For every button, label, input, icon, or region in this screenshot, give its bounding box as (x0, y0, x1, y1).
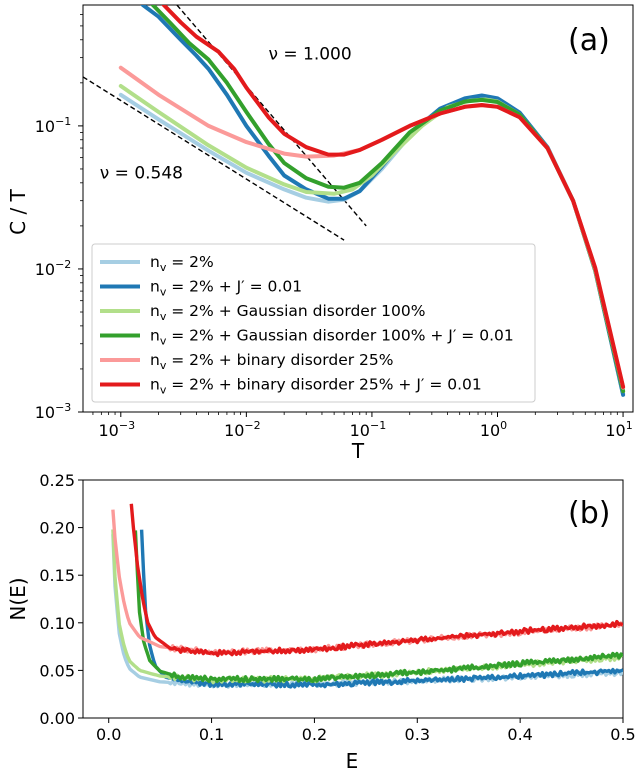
panel-a-x-tick-label: 10−3 (99, 419, 136, 440)
panel-a-label: (a) (568, 23, 610, 58)
panel-b-x-tick-label: 0.0 (96, 725, 121, 744)
nu-annotation-2: ν = 0.548 (100, 163, 183, 183)
panel-a-series (118, 5, 626, 397)
panel-b-series-line-6 (129, 503, 623, 658)
panel-a-annotations: ν = 1.000 ν = 0.548 (100, 45, 352, 184)
panel-a-x-tick-label: 10−1 (350, 419, 387, 440)
panel-a-x-tick-label: 10−2 (224, 419, 261, 440)
panel-b-y-tick-label: 0.25 (39, 471, 75, 490)
panel-a-y-ticks: 10−3 10−2 10−1 (35, 14, 83, 422)
panel-b-x-tick-label: 0.5 (610, 725, 635, 744)
legend-label: nv = 2% + Gaussian disorder 100% (150, 302, 425, 323)
panel-b-label: (b) (568, 496, 610, 531)
legend-label: nv = 2% + Gaussian disorder 100% + J′ = … (150, 327, 514, 348)
panel-a-y-tick-label: 10−1 (35, 115, 72, 136)
legend: nv = 2% nv = 2% + J′ = 0.01 nv = 2% + Gaus… (91, 243, 536, 403)
legend-label: nv = 2% + binary disorder 25% (150, 351, 394, 372)
legend-box (91, 243, 536, 403)
legend-label: nv = 2% + J′ = 0.01 (150, 278, 302, 299)
panel-b-x-label: E (346, 749, 359, 773)
guide-line-2 (83, 76, 345, 241)
panel-b-x-tick-label: 0.1 (199, 725, 224, 744)
panel-a-y-tick-label: 10−2 (35, 258, 72, 279)
panel-b-y-label: N(E) (6, 577, 30, 620)
panel-a-x-label: T (351, 439, 365, 463)
panel-a: 10−3 10−2 10−1 100 101 10−3 10−2 10−1 ν = 1.00… (6, 4, 634, 463)
panel-b-y-tick-label: 0.20 (39, 519, 75, 538)
panel-b-x-tick-label: 0.3 (405, 725, 430, 744)
panel-a-x-tick-label: 101 (605, 419, 632, 440)
panel-b-x-tick-label: 0.4 (507, 725, 532, 744)
panel-b-y-tick-label: 0.15 (39, 566, 75, 585)
panel-a-x-tick-label: 100 (480, 419, 507, 440)
panel-a-x-ticks: 10−3 10−2 10−1 100 101 (92, 412, 633, 440)
panel-b-series-line-4 (133, 530, 623, 684)
nu-annotation-1: ν = 1.000 (268, 45, 351, 65)
panel-b-y-ticks: 0.00 0.05 0.10 0.15 0.20 0.25 (39, 471, 83, 728)
panel-b-y-tick-label: 0.10 (39, 614, 75, 633)
legend-label: nv = 2% (150, 253, 214, 274)
panel-a-y-label: C / T (6, 188, 30, 234)
panel-b-x-tick-label: 0.2 (302, 725, 327, 744)
panel-b-y-tick-label: 0.05 (39, 661, 75, 680)
panel-b-x-ticks: 0.0 0.1 0.2 0.3 0.4 0.5 (96, 718, 636, 744)
panel-b-series-line-2 (139, 529, 623, 689)
legend-label: nv = 2% + binary disorder 25% + J′ = 0.0… (150, 376, 482, 397)
panel-a-series-line-6 (161, 5, 626, 389)
panel-b-series (111, 503, 623, 689)
panel-a-y-tick-label: 10−3 (35, 401, 72, 422)
panel-b: 0.0 0.1 0.2 0.3 0.4 0.5 0.000.050.100.150.200… (6, 471, 636, 773)
panel-b-y-tick-label: 0.00 (39, 709, 75, 728)
